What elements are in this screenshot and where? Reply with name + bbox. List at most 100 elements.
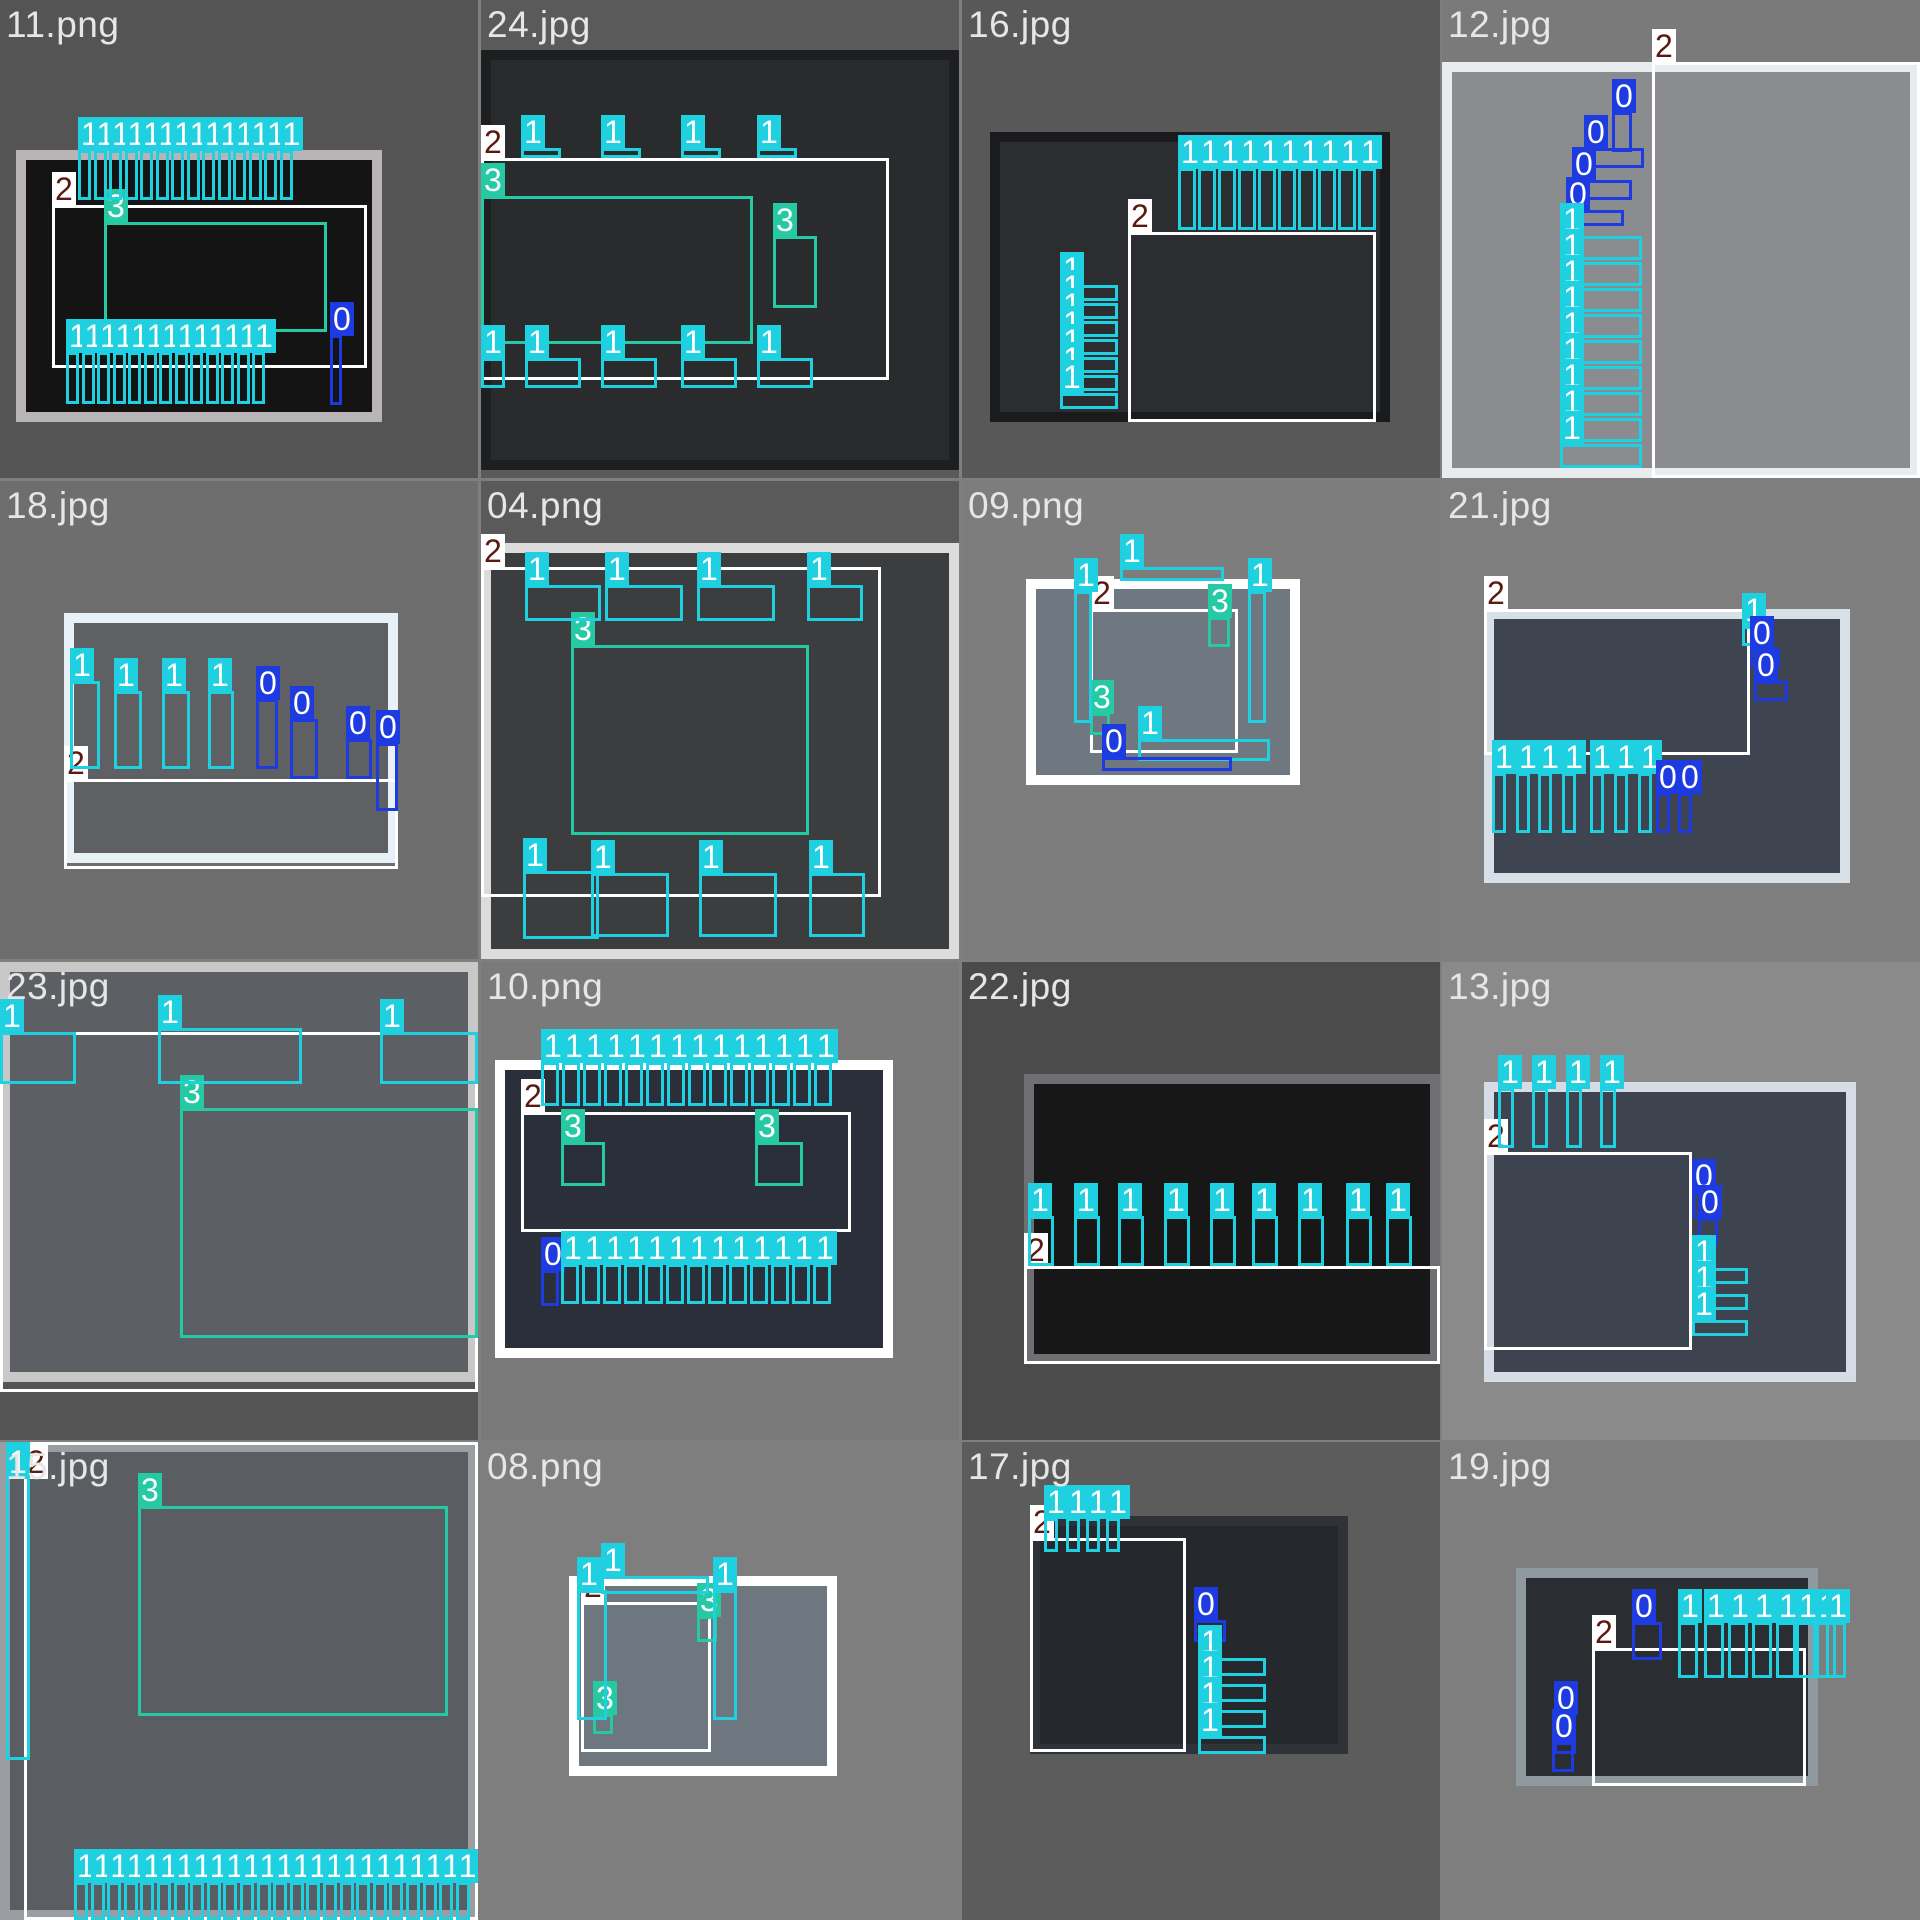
detection-box-class-1: 1 xyxy=(699,840,777,937)
detection-label: 0 xyxy=(1612,79,1636,113)
detection-box-class-1: 1 xyxy=(93,117,118,200)
detection-label: 1 xyxy=(1138,706,1162,740)
detection-box-class-1: 1 xyxy=(772,1029,796,1106)
detection-box-class-1: 1 xyxy=(66,319,90,404)
detection-box-class-3: 3 xyxy=(755,1109,803,1186)
detection-label: 1 xyxy=(1826,1589,1850,1623)
detection-label: 1 xyxy=(1776,1589,1800,1623)
detection-box-class-1: 1 xyxy=(625,1029,649,1106)
detection-label: 1 xyxy=(708,1231,732,1265)
detection-label: 1 xyxy=(252,319,276,353)
detection-label: 1 xyxy=(1600,1055,1624,1089)
detection-box-class-1: 1 xyxy=(236,319,261,404)
detection-label: 1 xyxy=(481,325,505,359)
detection-label: 1 xyxy=(162,658,186,692)
detection-box-class-1: 1 xyxy=(372,1849,397,1920)
detection-box-class-1: 1 xyxy=(582,1231,606,1304)
detection-label: 1 xyxy=(1198,1677,1222,1711)
detection-label: 1 xyxy=(208,658,232,692)
detection-label: 1 xyxy=(525,325,549,359)
detection-box-class-1: 1 xyxy=(1278,135,1302,230)
detection-box-class-1: 1 xyxy=(1562,740,1586,833)
detection-box-class-1: 1 xyxy=(757,325,813,388)
detection-box-class-1: 1 xyxy=(109,117,133,200)
detection-box-class-1: 1 xyxy=(206,1849,231,1920)
detection-box-class-1: 1 xyxy=(1218,135,1242,230)
detection-box-class-1: 1 xyxy=(233,117,257,200)
detection-box-class-1: 1 xyxy=(713,1557,737,1720)
tile-filename: 15.jpg xyxy=(6,1446,110,1487)
detection-box-class-2: 2 xyxy=(64,746,398,869)
detection-label: 1 xyxy=(1346,1183,1370,1217)
detection-label: 0 xyxy=(1750,616,1774,650)
detection-label: 2 xyxy=(1652,29,1676,63)
tile-filename: 24.jpg xyxy=(487,4,591,45)
detection-box-class-1: 1 xyxy=(217,117,242,200)
tile-19-jpg: 19.jpg 200011111111 xyxy=(1442,1442,1920,1920)
detection-label: 3 xyxy=(1090,680,1114,714)
detection-box-class-1: 1 xyxy=(70,648,100,769)
detection-label: 1 xyxy=(577,1557,601,1591)
detection-label: 1 xyxy=(562,1029,586,1063)
detection-box-class-1: 1 xyxy=(697,552,775,621)
detection-box-class-1: 1 xyxy=(1248,558,1272,723)
detection-box-class-0: 0 xyxy=(1552,1709,1576,1772)
detection-label: 1 xyxy=(1560,307,1584,341)
detection-box-class-1: 1 xyxy=(730,1029,754,1106)
chip-photo xyxy=(481,50,959,470)
detection-box-class-1: 1 xyxy=(128,319,152,404)
detection-box-class-1: 1 xyxy=(455,1849,478,1920)
detection-label: 1 xyxy=(1074,558,1098,592)
detection-box-class-0: 0 xyxy=(541,1237,565,1306)
detection-box-class-1: 1 xyxy=(793,1029,817,1106)
detection-box-class-1: 1 xyxy=(0,999,76,1084)
detection-box-class-1: 1 xyxy=(771,1231,795,1304)
detection-label: 1 xyxy=(807,552,831,586)
detection-box-class-1: 1 xyxy=(729,1231,753,1304)
detection-label: 1 xyxy=(1560,411,1584,445)
detection-box-class-1: 1 xyxy=(813,1231,837,1304)
detection-box-class-1: 1 xyxy=(422,1849,447,1920)
detection-box-class-1: 1 xyxy=(1776,1589,1800,1678)
detection-box-class-1: 1 xyxy=(624,1231,648,1304)
detection-label: 1 xyxy=(1210,1183,1234,1217)
detection-box-class-0: 0 xyxy=(376,710,400,811)
detection-box-class-0: 0 xyxy=(1102,724,1232,771)
detection-label: 1 xyxy=(70,648,94,682)
detection-label: 0 xyxy=(1698,1185,1722,1219)
detection-label: 0 xyxy=(1102,724,1126,758)
detection-box-class-0: 0 xyxy=(1612,79,1636,152)
detection-box-class-1: 1 xyxy=(1560,203,1642,260)
detection-box-class-2: 2 xyxy=(1128,199,1376,422)
detection-box-class-1: 1 xyxy=(208,658,234,769)
detection-box-class-1: 1 xyxy=(1678,1589,1702,1678)
detection-box-class-3: 3 xyxy=(773,203,817,308)
detection-box-class-1: 1 xyxy=(339,1849,364,1920)
detection-box-class-1: 1 xyxy=(1198,135,1222,230)
detection-box-class-1: 1 xyxy=(541,1029,565,1106)
detection-box-class-1: 1 xyxy=(688,1029,712,1106)
detection-box-class-1: 1 xyxy=(603,1231,627,1304)
detection-label: 1 xyxy=(523,838,547,872)
detection-box-class-1: 1 xyxy=(1210,1183,1236,1266)
detection-box-class-1: 1 xyxy=(1590,740,1614,833)
detection-label: 3 xyxy=(755,1109,779,1143)
detection-box-class-0: 0 xyxy=(256,666,280,769)
detection-label: 1 xyxy=(1492,740,1516,774)
detection-box-class-3: 3 xyxy=(180,1075,478,1338)
detection-label: 1 xyxy=(1248,558,1272,592)
detection-label: 1 xyxy=(1560,203,1584,237)
detection-box-class-1: 1 xyxy=(601,325,657,388)
detection-label: 1 xyxy=(1086,1485,1110,1519)
detection-box-class-1: 1 xyxy=(289,1849,314,1920)
detection-box-class-1: 1 xyxy=(807,552,863,621)
detection-box-class-1: 1 xyxy=(173,1849,198,1920)
detection-box-class-1: 1 xyxy=(107,1849,131,1920)
detection-label: 1 xyxy=(1278,135,1302,169)
detection-box-class-1: 1 xyxy=(190,1849,214,1920)
